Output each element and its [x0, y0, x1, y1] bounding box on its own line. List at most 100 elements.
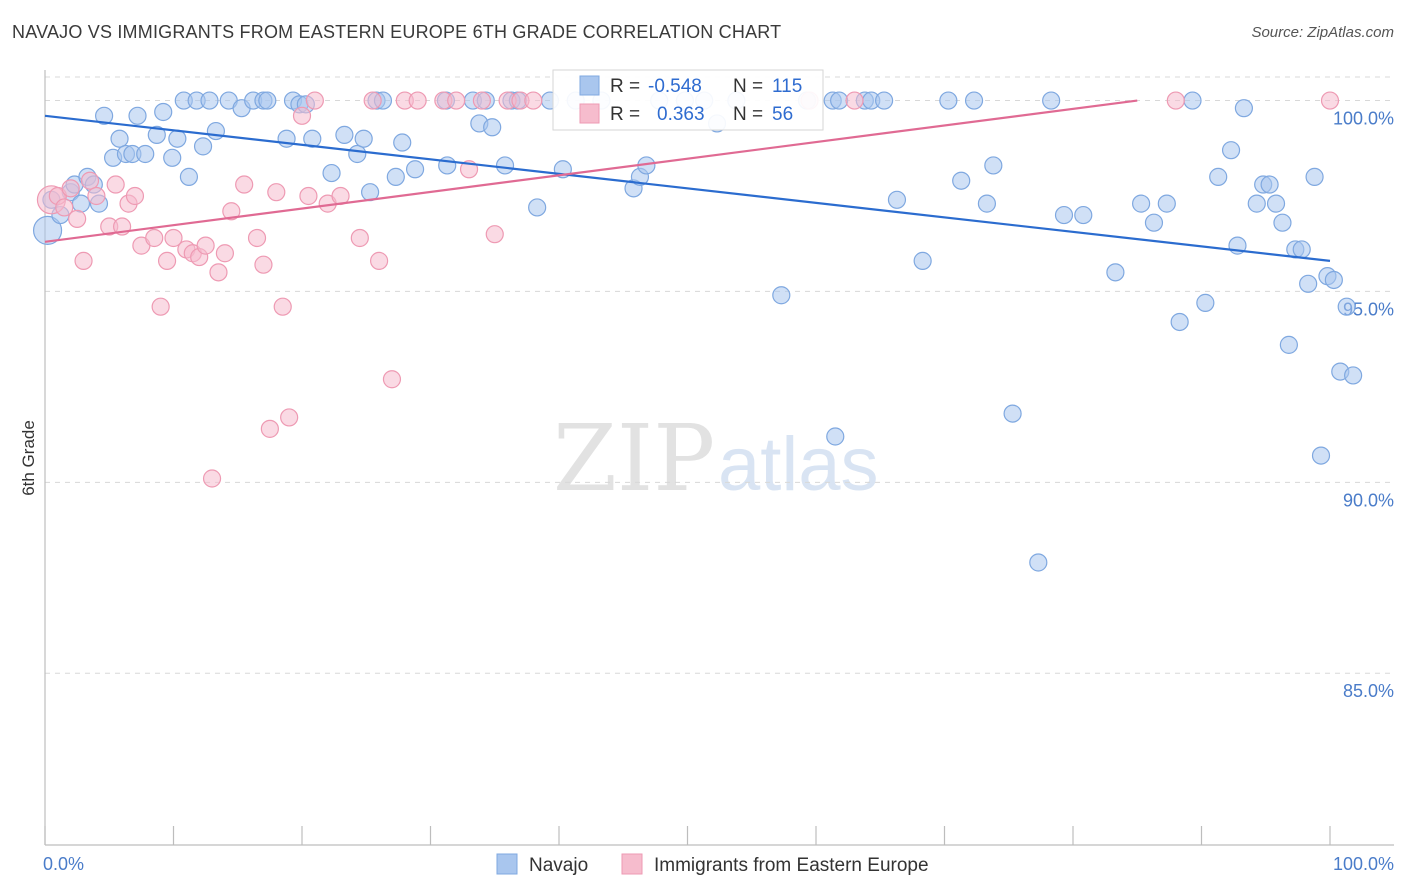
- navajo-point: [1266, 194, 1286, 213]
- navajo-point: [826, 427, 845, 446]
- immigrants-point: [1166, 91, 1185, 110]
- navajo-point: [1305, 167, 1324, 186]
- navajo-point: [772, 286, 791, 305]
- watermark-atlas: atlas: [718, 422, 879, 507]
- navajo-point: [1157, 194, 1176, 213]
- navajo-point: [1029, 553, 1048, 572]
- navajo-point: [1279, 335, 1298, 354]
- navajo-point: [1183, 91, 1202, 110]
- y-tick-labels: 100.0% 95.0% 90.0% 85.0%: [1333, 109, 1394, 702]
- legend-immig-label: Immigrants from Eastern Europe: [654, 855, 929, 876]
- immigrants-point: [247, 228, 267, 248]
- stats-immig-swatch: [579, 103, 600, 124]
- navajo-point: [1292, 240, 1311, 259]
- immigrants-point: [485, 225, 504, 244]
- immigrants-point: [125, 186, 145, 206]
- navajo-point: [405, 160, 425, 179]
- stats-immig-n-value: 56: [772, 104, 793, 125]
- navajo-point: [335, 125, 354, 145]
- navajo-point: [1344, 366, 1363, 385]
- navajo-point: [303, 129, 322, 148]
- immigrants-point: [55, 198, 74, 217]
- legend-navajo-swatch: [496, 853, 518, 875]
- trend-lines: [44, 99, 1331, 262]
- y-tick-label: 100.0%: [1333, 109, 1394, 129]
- navajo-point: [258, 91, 277, 110]
- navajo-point: [1054, 205, 1074, 225]
- navajo-point: [110, 129, 129, 148]
- navajo-point: [154, 102, 173, 122]
- immigrants-point: [164, 228, 183, 248]
- immigrants-point: [370, 251, 389, 270]
- stats-immig-n-label: N =: [733, 104, 763, 125]
- stats-immig-r-label: R =: [610, 104, 640, 125]
- navajo-point: [875, 91, 894, 110]
- immigrants-point: [260, 419, 279, 438]
- navajo-point: [1260, 175, 1279, 194]
- navajo-point: [887, 190, 907, 209]
- immigrants-point: [267, 183, 286, 202]
- immigrants-point: [145, 228, 164, 248]
- navajo-point: [1042, 91, 1061, 110]
- x-ticks: [44, 826, 1331, 845]
- navajo-point: [348, 144, 367, 164]
- navajo-point: [71, 194, 91, 213]
- y-axis-title: 6th Grade: [19, 420, 38, 496]
- watermark-zip: ZIP: [553, 405, 715, 512]
- immigrants-point: [87, 186, 106, 206]
- stats-navajo-r-value: -0.548: [648, 76, 702, 97]
- navajo-point: [1170, 312, 1189, 332]
- navajo-point: [1074, 205, 1093, 225]
- navajo-point: [1299, 274, 1318, 293]
- immigrants-point: [215, 244, 234, 263]
- navajo-point: [1221, 141, 1241, 160]
- navajo-point: [1196, 293, 1215, 312]
- immigrants-point: [235, 175, 254, 194]
- immigrants-point: [447, 91, 466, 110]
- navajo-point: [1144, 213, 1164, 232]
- stats-immig-r-value: 0.363: [657, 104, 705, 125]
- immigrants-point: [254, 255, 273, 274]
- immigrants-point: [382, 370, 402, 389]
- immigrants-point: [845, 91, 864, 110]
- navajo-point: [95, 106, 114, 125]
- navajo-point: [913, 251, 932, 270]
- source-credit: Source: ZipAtlas.com: [1251, 24, 1394, 41]
- navajo-point: [193, 137, 213, 156]
- navajo-point: [939, 91, 958, 110]
- navajo-point: [495, 156, 515, 175]
- navajo-point: [830, 91, 849, 110]
- navajo-point: [147, 125, 166, 145]
- navajo-point: [1234, 99, 1254, 118]
- legend-navajo-label: Navajo: [529, 855, 588, 876]
- immigrants-point: [68, 209, 87, 228]
- y-tick-label: 90.0%: [1343, 490, 1394, 510]
- legend-immig-swatch: [621, 853, 643, 875]
- y-tick-label: 85.0%: [1343, 681, 1394, 701]
- navajo-point: [1106, 263, 1125, 282]
- immigrants-point: [472, 91, 491, 110]
- navajo-point: [179, 167, 199, 186]
- navajo-point: [32, 215, 63, 245]
- navajo-point: [528, 198, 547, 217]
- navajo-point: [483, 118, 502, 137]
- navajo-point: [1132, 194, 1151, 213]
- immigrants-point: [408, 91, 427, 110]
- navajo-point: [1311, 446, 1331, 465]
- navajo-point: [1209, 167, 1228, 186]
- immigrants-point: [106, 175, 125, 194]
- immigrants-point: [61, 179, 80, 198]
- navajo-point: [977, 194, 997, 213]
- navajo-point: [128, 106, 147, 125]
- immigrants-point: [196, 236, 215, 255]
- immigrants-point: [280, 408, 299, 427]
- legend: Navajo Immigrants from Eastern Europe: [496, 853, 929, 876]
- navajo-point: [386, 167, 405, 186]
- immigrants-trend-line: [44, 99, 1138, 243]
- navajo-point: [136, 144, 155, 164]
- x-tick-label-end: 100.0%: [1333, 854, 1394, 874]
- navajo-point: [1003, 404, 1022, 423]
- stats-navajo-n-value: 115: [772, 76, 802, 97]
- navajo-trend-line: [44, 114, 1331, 262]
